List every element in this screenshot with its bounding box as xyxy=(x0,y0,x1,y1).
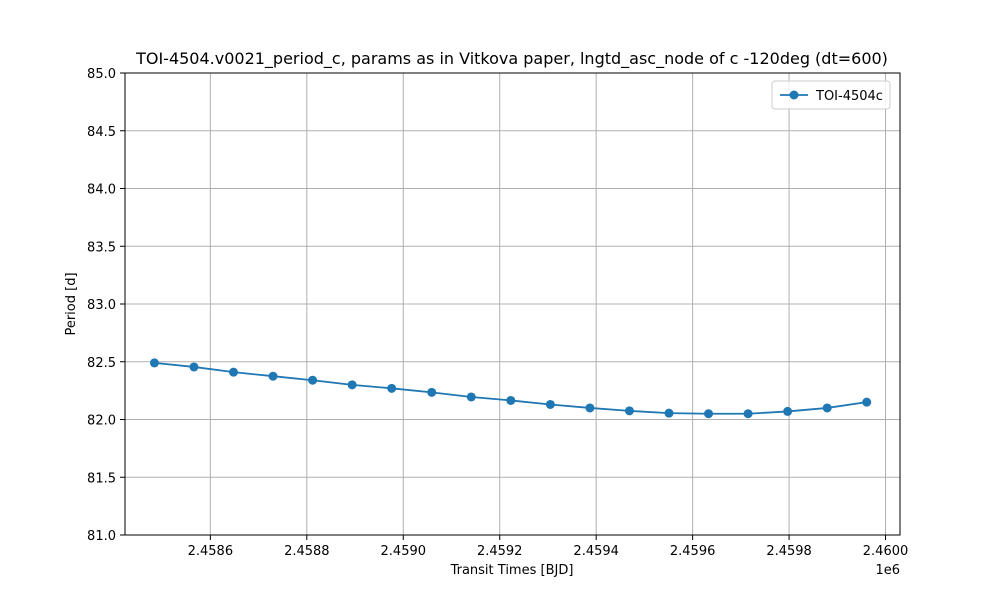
data-point xyxy=(268,371,278,381)
y-tick-label: 84.0 xyxy=(87,183,116,198)
data-point xyxy=(466,392,476,402)
y-tick-label: 85.0 xyxy=(87,67,116,82)
chart-title: TOI-4504.v0021_period_c, params as in Vi… xyxy=(135,49,888,69)
x-axis-label: Transit Times [BJD] xyxy=(450,563,574,578)
x-axis-offset-label: 1e6 xyxy=(875,563,900,578)
data-point xyxy=(862,397,872,407)
y-tick-label: 81.5 xyxy=(87,471,116,486)
x-tick-label: 2.4590 xyxy=(381,544,427,559)
grid xyxy=(125,72,900,536)
series-line xyxy=(154,362,867,415)
data-point xyxy=(743,409,753,419)
x-tick-label: 2.4586 xyxy=(188,544,234,559)
y-axis-label: Period [d] xyxy=(64,272,79,335)
data-point xyxy=(664,408,674,418)
x-tick-label: 2.4594 xyxy=(573,544,619,559)
data-point xyxy=(822,403,832,413)
y-axis: 81.0 81.5 82.0 82.5 83.0 83.5 84.0 84.5 85.0 xyxy=(87,67,125,544)
y-tick-label: 83.0 xyxy=(87,298,116,313)
legend-label: TOI-4504c xyxy=(815,89,883,104)
y-tick-label: 84.5 xyxy=(87,125,116,140)
data-point xyxy=(229,367,239,377)
data-point xyxy=(783,406,793,416)
data-point xyxy=(545,399,555,409)
data-point xyxy=(704,409,714,419)
data-point xyxy=(149,358,159,368)
data-point xyxy=(585,403,595,413)
data-point xyxy=(387,383,397,393)
legend-box xyxy=(771,80,891,110)
data-point xyxy=(427,387,437,397)
x-tick-label: 2.4592 xyxy=(477,544,523,559)
series-layer xyxy=(149,358,872,419)
legend-marker xyxy=(789,90,799,100)
x-tick-label: 2.4596 xyxy=(670,544,716,559)
data-point xyxy=(189,362,199,372)
x-tick-label: 2.4598 xyxy=(766,544,812,559)
x-tick-label: 2.4588 xyxy=(284,544,330,559)
data-point xyxy=(308,375,318,385)
legend: TOI-4504c xyxy=(771,80,891,110)
data-point xyxy=(624,406,634,416)
y-tick-label: 82.5 xyxy=(87,356,116,371)
y-tick-label: 81.0 xyxy=(87,529,116,544)
y-tick-label: 82.0 xyxy=(87,414,116,429)
data-point xyxy=(506,395,516,405)
y-tick-label: 83.5 xyxy=(87,240,116,255)
x-axis: 2.4586 2.4588 2.4590 2.4592 2.4594 2.4596 2.45… xyxy=(188,535,909,559)
data-point xyxy=(347,380,357,390)
x-tick-label: 2.4600 xyxy=(863,544,909,559)
